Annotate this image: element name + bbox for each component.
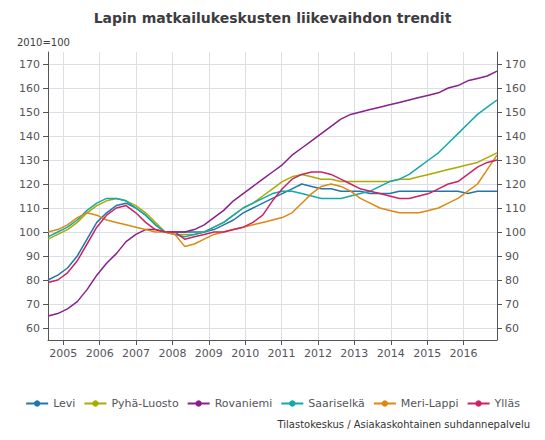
svg-text:80: 80 bbox=[505, 274, 519, 287]
svg-text:70: 70 bbox=[505, 298, 519, 311]
svg-text:120: 120 bbox=[19, 178, 40, 191]
svg-text:140: 140 bbox=[19, 130, 40, 143]
svg-text:Rovaniemi: Rovaniemi bbox=[215, 397, 273, 410]
svg-text:60: 60 bbox=[505, 322, 519, 335]
svg-text:110: 110 bbox=[19, 202, 40, 215]
svg-text:90: 90 bbox=[26, 250, 40, 263]
svg-text:Meri-Lappi: Meri-Lappi bbox=[401, 397, 459, 410]
svg-text:160: 160 bbox=[19, 82, 40, 95]
svg-text:120: 120 bbox=[505, 178, 526, 191]
svg-text:2009: 2009 bbox=[195, 347, 223, 360]
svg-text:2007: 2007 bbox=[122, 347, 150, 360]
svg-text:Lapin matkailukeskusten liikev: Lapin matkailukeskusten liikevaihdon tre… bbox=[94, 10, 452, 26]
svg-text:160: 160 bbox=[505, 82, 526, 95]
svg-text:2010=100: 2010=100 bbox=[17, 37, 70, 48]
svg-text:70: 70 bbox=[26, 298, 40, 311]
svg-text:2008: 2008 bbox=[158, 347, 186, 360]
svg-text:130: 130 bbox=[505, 154, 526, 167]
svg-text:80: 80 bbox=[26, 274, 40, 287]
svg-text:150: 150 bbox=[19, 106, 40, 119]
svg-text:Ylläs: Ylläs bbox=[494, 397, 521, 410]
svg-text:2005: 2005 bbox=[49, 347, 77, 360]
svg-text:110: 110 bbox=[505, 202, 526, 215]
svg-text:90: 90 bbox=[505, 250, 519, 263]
svg-text:130: 130 bbox=[19, 154, 40, 167]
svg-text:Saariselkä: Saariselkä bbox=[308, 397, 365, 410]
svg-text:2015: 2015 bbox=[413, 347, 441, 360]
svg-text:60: 60 bbox=[26, 322, 40, 335]
svg-text:140: 140 bbox=[505, 130, 526, 143]
svg-text:100: 100 bbox=[505, 226, 526, 239]
svg-text:2010: 2010 bbox=[231, 347, 259, 360]
svg-text:150: 150 bbox=[505, 106, 526, 119]
svg-text:Tilastokeskus / Asiakaskohtain: Tilastokeskus / Asiakaskohtainen suhdann… bbox=[276, 419, 530, 430]
svg-text:100: 100 bbox=[19, 226, 40, 239]
svg-text:170: 170 bbox=[19, 58, 40, 71]
svg-text:Pyhä-Luosto: Pyhä-Luosto bbox=[111, 397, 179, 410]
svg-text:2014: 2014 bbox=[377, 347, 405, 360]
svg-text:170: 170 bbox=[505, 58, 526, 71]
svg-text:2006: 2006 bbox=[86, 347, 114, 360]
svg-text:2016: 2016 bbox=[450, 347, 478, 360]
svg-text:2013: 2013 bbox=[340, 347, 368, 360]
svg-text:2011: 2011 bbox=[268, 347, 296, 360]
svg-text:2012: 2012 bbox=[304, 347, 332, 360]
svg-text:Levi: Levi bbox=[53, 397, 75, 410]
